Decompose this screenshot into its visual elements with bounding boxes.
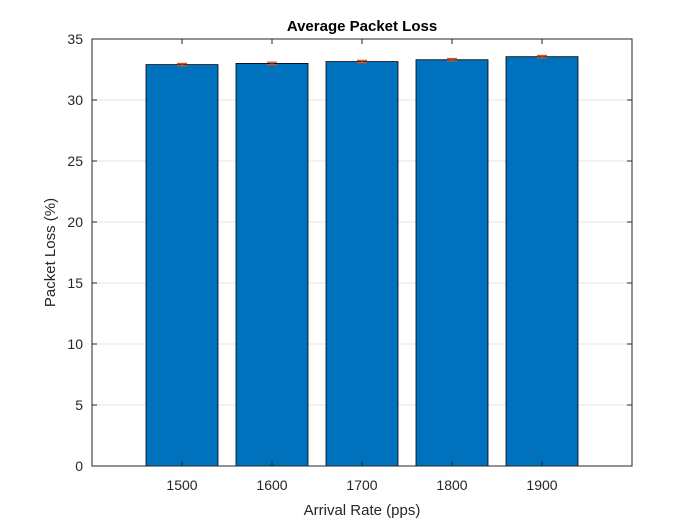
bar [505, 56, 579, 467]
x-axis-label: Arrival Rate (pps) [304, 502, 421, 519]
y-tick-label: 20 [67, 214, 83, 230]
x-tick-label: 1800 [436, 477, 467, 493]
y-tick-label: 30 [67, 92, 83, 108]
y-axis-ticks: 0 5 10 15 20 25 30 35 [67, 31, 632, 474]
y-tick-label: 15 [67, 275, 83, 291]
bar [325, 61, 399, 467]
y-axis-label: Packet Loss (%) [42, 198, 59, 307]
error-bars [177, 54, 547, 67]
y-tick-label: 0 [75, 458, 83, 474]
x-tick-label: 1900 [526, 477, 557, 493]
y-tick-label: 10 [67, 336, 83, 352]
bar [235, 63, 309, 467]
bar [145, 64, 219, 467]
x-axis-ticks: 1500 1600 1700 1800 1900 [166, 39, 558, 493]
bars [145, 56, 579, 467]
x-tick-label: 1700 [346, 477, 377, 493]
y-tick-label: 5 [75, 397, 83, 413]
x-tick-label: 1500 [166, 477, 197, 493]
chart-title: Average Packet Loss [287, 18, 437, 35]
bar [415, 59, 489, 467]
y-tick-label: 35 [67, 31, 83, 47]
x-tick-label: 1600 [256, 477, 287, 493]
y-tick-label: 25 [67, 153, 83, 169]
